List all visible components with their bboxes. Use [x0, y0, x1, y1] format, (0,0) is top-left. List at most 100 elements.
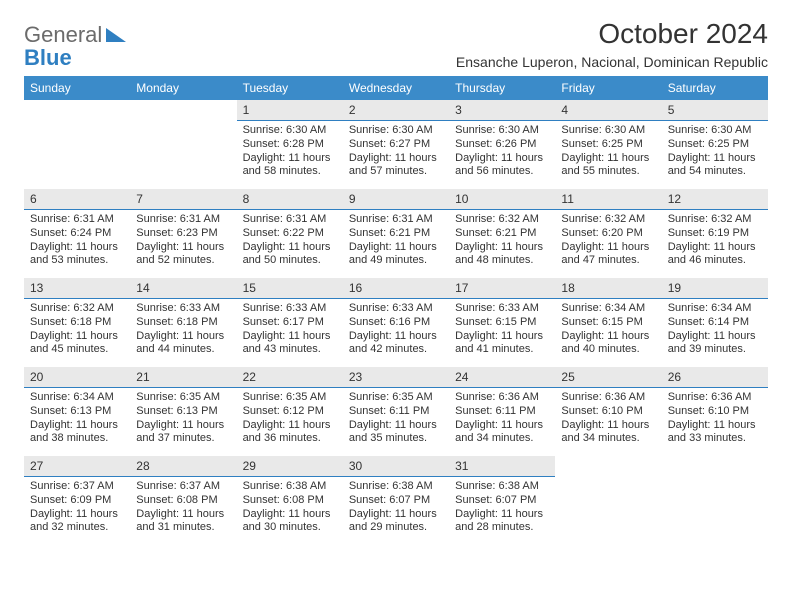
day-number: 24 — [449, 367, 555, 388]
page-title: October 2024 — [456, 18, 768, 50]
day-number: 28 — [130, 456, 236, 477]
calendar-day-cell: 20Sunrise: 6:34 AMSunset: 6:13 PMDayligh… — [24, 367, 130, 456]
calendar-day-cell: 22Sunrise: 6:35 AMSunset: 6:12 PMDayligh… — [237, 367, 343, 456]
day-number: 16 — [343, 278, 449, 299]
calendar-day-cell: 6Sunrise: 6:31 AMSunset: 6:24 PMDaylight… — [24, 189, 130, 278]
day-number: 22 — [237, 367, 343, 388]
col-saturday: Saturday — [662, 76, 768, 100]
day-details: Sunrise: 6:33 AMSunset: 6:16 PMDaylight:… — [343, 299, 449, 367]
col-tuesday: Tuesday — [237, 76, 343, 100]
day-details: Sunrise: 6:38 AMSunset: 6:07 PMDaylight:… — [449, 477, 555, 545]
col-wednesday: Wednesday — [343, 76, 449, 100]
day-number: 30 — [343, 456, 449, 477]
logo-text-blue: Blue — [24, 45, 72, 70]
calendar-week-row: 27Sunrise: 6:37 AMSunset: 6:09 PMDayligh… — [24, 456, 768, 545]
day-details: Sunrise: 6:32 AMSunset: 6:21 PMDaylight:… — [449, 210, 555, 278]
day-number: 14 — [130, 278, 236, 299]
day-details: Sunrise: 6:37 AMSunset: 6:08 PMDaylight:… — [130, 477, 236, 545]
calendar-week-row: 1Sunrise: 6:30 AMSunset: 6:28 PMDaylight… — [24, 100, 768, 189]
day-details: Sunrise: 6:38 AMSunset: 6:07 PMDaylight:… — [343, 477, 449, 545]
day-number: 13 — [24, 278, 130, 299]
calendar-day-cell: 9Sunrise: 6:31 AMSunset: 6:21 PMDaylight… — [343, 189, 449, 278]
day-number: 12 — [662, 189, 768, 210]
calendar-day-cell: 19Sunrise: 6:34 AMSunset: 6:14 PMDayligh… — [662, 278, 768, 367]
day-details: Sunrise: 6:35 AMSunset: 6:13 PMDaylight:… — [130, 388, 236, 456]
day-number: 6 — [24, 189, 130, 210]
day-number: 26 — [662, 367, 768, 388]
calendar-day-cell: 8Sunrise: 6:31 AMSunset: 6:22 PMDaylight… — [237, 189, 343, 278]
day-details: Sunrise: 6:36 AMSunset: 6:11 PMDaylight:… — [449, 388, 555, 456]
calendar-day-cell: 26Sunrise: 6:36 AMSunset: 6:10 PMDayligh… — [662, 367, 768, 456]
day-details: Sunrise: 6:34 AMSunset: 6:15 PMDaylight:… — [555, 299, 661, 367]
calendar-day-cell — [555, 456, 661, 545]
day-number: 31 — [449, 456, 555, 477]
day-number: 2 — [343, 100, 449, 121]
calendar-day-cell: 27Sunrise: 6:37 AMSunset: 6:09 PMDayligh… — [24, 456, 130, 545]
calendar-day-cell: 23Sunrise: 6:35 AMSunset: 6:11 PMDayligh… — [343, 367, 449, 456]
day-details: Sunrise: 6:31 AMSunset: 6:24 PMDaylight:… — [24, 210, 130, 278]
day-details: Sunrise: 6:30 AMSunset: 6:26 PMDaylight:… — [449, 121, 555, 189]
calendar-day-cell — [662, 456, 768, 545]
calendar-day-cell: 11Sunrise: 6:32 AMSunset: 6:20 PMDayligh… — [555, 189, 661, 278]
day-number: 3 — [449, 100, 555, 121]
day-number: 19 — [662, 278, 768, 299]
logo-text-gray: General — [24, 22, 102, 47]
col-thursday: Thursday — [449, 76, 555, 100]
location-text: Ensanche Luperon, Nacional, Dominican Re… — [456, 54, 768, 70]
logo: General Blue — [24, 18, 126, 70]
calendar-day-cell: 17Sunrise: 6:33 AMSunset: 6:15 PMDayligh… — [449, 278, 555, 367]
day-details: Sunrise: 6:32 AMSunset: 6:18 PMDaylight:… — [24, 299, 130, 367]
day-number: 20 — [24, 367, 130, 388]
calendar-day-cell: 14Sunrise: 6:33 AMSunset: 6:18 PMDayligh… — [130, 278, 236, 367]
calendar-day-cell: 21Sunrise: 6:35 AMSunset: 6:13 PMDayligh… — [130, 367, 236, 456]
day-number: 15 — [237, 278, 343, 299]
day-number: 18 — [555, 278, 661, 299]
calendar-day-cell: 28Sunrise: 6:37 AMSunset: 6:08 PMDayligh… — [130, 456, 236, 545]
day-number: 9 — [343, 189, 449, 210]
day-details: Sunrise: 6:30 AMSunset: 6:25 PMDaylight:… — [555, 121, 661, 189]
day-details: Sunrise: 6:35 AMSunset: 6:11 PMDaylight:… — [343, 388, 449, 456]
day-number: 4 — [555, 100, 661, 121]
calendar-day-cell: 4Sunrise: 6:30 AMSunset: 6:25 PMDaylight… — [555, 100, 661, 189]
day-details: Sunrise: 6:33 AMSunset: 6:17 PMDaylight:… — [237, 299, 343, 367]
calendar-day-cell: 1Sunrise: 6:30 AMSunset: 6:28 PMDaylight… — [237, 100, 343, 189]
day-details: Sunrise: 6:32 AMSunset: 6:19 PMDaylight:… — [662, 210, 768, 278]
calendar-day-cell: 3Sunrise: 6:30 AMSunset: 6:26 PMDaylight… — [449, 100, 555, 189]
day-details: Sunrise: 6:34 AMSunset: 6:13 PMDaylight:… — [24, 388, 130, 456]
day-details: Sunrise: 6:33 AMSunset: 6:15 PMDaylight:… — [449, 299, 555, 367]
day-details: Sunrise: 6:31 AMSunset: 6:21 PMDaylight:… — [343, 210, 449, 278]
day-details: Sunrise: 6:38 AMSunset: 6:08 PMDaylight:… — [237, 477, 343, 545]
calendar-day-cell: 31Sunrise: 6:38 AMSunset: 6:07 PMDayligh… — [449, 456, 555, 545]
day-number: 27 — [24, 456, 130, 477]
calendar-day-cell: 30Sunrise: 6:38 AMSunset: 6:07 PMDayligh… — [343, 456, 449, 545]
header: General Blue October 2024 Ensanche Luper… — [24, 18, 768, 70]
day-number: 11 — [555, 189, 661, 210]
day-details: Sunrise: 6:30 AMSunset: 6:28 PMDaylight:… — [237, 121, 343, 189]
calendar-day-cell: 2Sunrise: 6:30 AMSunset: 6:27 PMDaylight… — [343, 100, 449, 189]
day-details: Sunrise: 6:37 AMSunset: 6:09 PMDaylight:… — [24, 477, 130, 545]
day-number: 10 — [449, 189, 555, 210]
calendar-table: Sunday Monday Tuesday Wednesday Thursday… — [24, 76, 768, 545]
calendar-day-cell: 10Sunrise: 6:32 AMSunset: 6:21 PMDayligh… — [449, 189, 555, 278]
col-monday: Monday — [130, 76, 236, 100]
calendar-day-cell: 7Sunrise: 6:31 AMSunset: 6:23 PMDaylight… — [130, 189, 236, 278]
calendar-day-cell: 16Sunrise: 6:33 AMSunset: 6:16 PMDayligh… — [343, 278, 449, 367]
day-number: 8 — [237, 189, 343, 210]
day-details: Sunrise: 6:31 AMSunset: 6:23 PMDaylight:… — [130, 210, 236, 278]
calendar-day-cell: 18Sunrise: 6:34 AMSunset: 6:15 PMDayligh… — [555, 278, 661, 367]
day-details: Sunrise: 6:33 AMSunset: 6:18 PMDaylight:… — [130, 299, 236, 367]
day-number: 21 — [130, 367, 236, 388]
col-friday: Friday — [555, 76, 661, 100]
day-number: 29 — [237, 456, 343, 477]
col-sunday: Sunday — [24, 76, 130, 100]
day-details: Sunrise: 6:32 AMSunset: 6:20 PMDaylight:… — [555, 210, 661, 278]
calendar-day-cell: 12Sunrise: 6:32 AMSunset: 6:19 PMDayligh… — [662, 189, 768, 278]
calendar-day-cell: 5Sunrise: 6:30 AMSunset: 6:25 PMDaylight… — [662, 100, 768, 189]
calendar-week-row: 20Sunrise: 6:34 AMSunset: 6:13 PMDayligh… — [24, 367, 768, 456]
day-number: 1 — [237, 100, 343, 121]
calendar-header-row: Sunday Monday Tuesday Wednesday Thursday… — [24, 76, 768, 100]
calendar-day-cell: 24Sunrise: 6:36 AMSunset: 6:11 PMDayligh… — [449, 367, 555, 456]
calendar-day-cell — [130, 100, 236, 189]
calendar-day-cell: 13Sunrise: 6:32 AMSunset: 6:18 PMDayligh… — [24, 278, 130, 367]
day-details: Sunrise: 6:30 AMSunset: 6:25 PMDaylight:… — [662, 121, 768, 189]
